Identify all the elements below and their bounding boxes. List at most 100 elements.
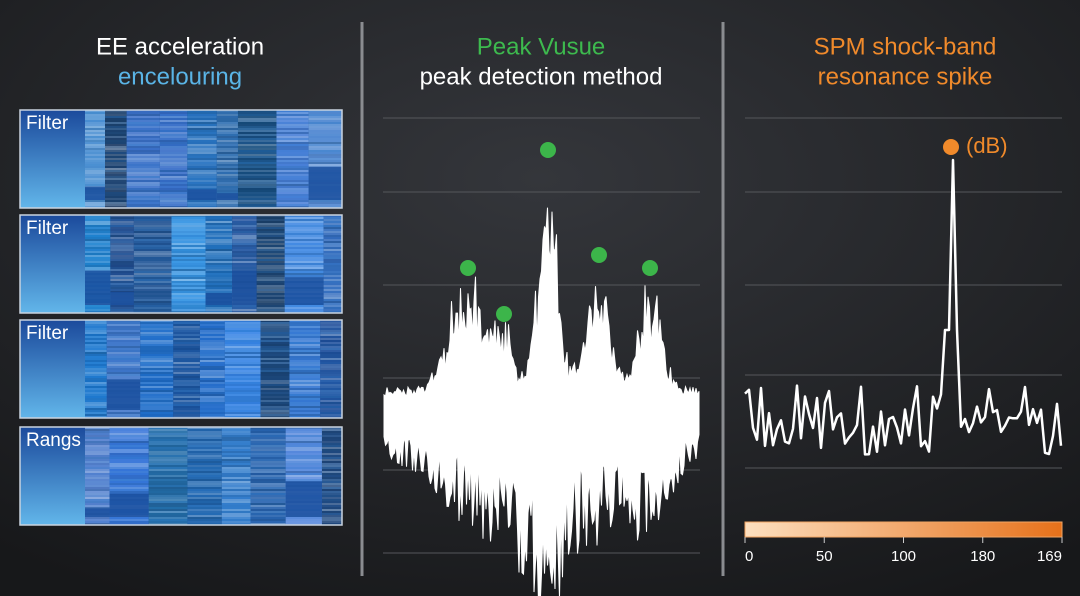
spectrogram-noise (106, 372, 141, 374)
spectrogram-noise (148, 513, 188, 515)
spectrogram-noise (320, 408, 342, 410)
spectrogram-noise (320, 368, 342, 370)
spectrogram-noise (256, 293, 285, 295)
spectrogram-noise (320, 378, 342, 380)
spectrogram-noise (173, 358, 200, 360)
spectrogram-noise (323, 251, 342, 253)
spectrogram-noise (260, 344, 290, 346)
spectrogram-noise (140, 386, 174, 388)
spectrogram-noise (289, 330, 321, 332)
spectrogram-noise (110, 307, 134, 309)
spectrogram-noise (289, 408, 321, 410)
spectrogram-noise (148, 515, 188, 517)
spectrogram-noise (237, 190, 277, 192)
spectrogram-noise (110, 241, 134, 243)
spectrogram-noise (85, 309, 111, 311)
spectrogram-noise (105, 196, 127, 198)
spectrogram-noise (250, 517, 286, 519)
spectrogram-noise (85, 142, 106, 144)
spectrogram-noise (110, 239, 134, 241)
spectrogram-noise (85, 251, 111, 253)
spectrogram-noise (284, 221, 324, 223)
spectrogram-noise (308, 156, 342, 158)
spectrogram-noise (85, 400, 107, 402)
spectrogram-noise (187, 471, 222, 473)
spectrogram-noise (250, 459, 286, 461)
spectrogram-noise (140, 358, 174, 360)
spectrogram-noise (284, 245, 324, 247)
spectrogram-noise (85, 433, 110, 435)
spectrogram-noise (106, 412, 141, 414)
spectrogram-noise (224, 404, 261, 406)
spectrogram-noise (85, 445, 110, 447)
spectrogram-noise (199, 354, 225, 356)
spectrogram-noise (148, 483, 188, 485)
spectrogram-noise (221, 491, 251, 493)
spectrogram-noise (232, 311, 257, 313)
spectrogram-noise (85, 243, 111, 245)
spectrogram-noise (289, 402, 321, 404)
spectrogram-noise (224, 378, 261, 380)
spectrogram-noise (285, 427, 322, 429)
spectrogram-noise (171, 215, 206, 217)
spectrogram-noise (289, 374, 321, 376)
spectrogram-noise (126, 118, 160, 120)
spectrogram-noise (320, 360, 342, 362)
spectrogram-noise (323, 277, 342, 279)
spectrogram-noise (148, 427, 188, 429)
spectrogram-noise (133, 293, 172, 295)
spectrogram-noise (224, 352, 261, 354)
spectrogram-noise (289, 370, 321, 372)
spectrogram-noise (140, 398, 174, 400)
spectrogram-noise (260, 394, 290, 396)
spectrogram-noise (289, 382, 321, 384)
spectrogram-noise (224, 416, 261, 418)
spectrogram-noise (260, 412, 290, 414)
spectrogram-noise (250, 479, 286, 481)
spectrogram-noise (133, 215, 172, 217)
spectrogram-noise (85, 305, 111, 307)
spectrogram-noise (140, 320, 174, 322)
spectrogram-noise (256, 249, 285, 251)
spectrogram-noise (85, 269, 111, 271)
spectrogram-noise (173, 366, 200, 368)
spectrogram-block (308, 166, 342, 200)
spectrogram-noise (250, 523, 286, 525)
spectrogram-noise (216, 134, 238, 136)
spectrogram-noise (260, 324, 290, 326)
spectrogram-band (85, 110, 106, 208)
spectrogram-noise (148, 495, 188, 497)
spectrogram-noise (260, 390, 290, 392)
spectrogram-noise (260, 326, 290, 328)
spectrogram-noise (237, 146, 277, 148)
spectrogram-noise (289, 344, 321, 346)
spectrogram-noise (320, 386, 342, 388)
spectrogram-noise (284, 253, 324, 255)
spectrogram-noise (205, 283, 233, 285)
spectrogram-noise (126, 136, 160, 138)
spectrogram-noise (216, 186, 238, 188)
spectrogram-noise (187, 487, 222, 489)
spectrogram-noise (85, 396, 107, 398)
spectrogram-noise (216, 116, 238, 118)
spectrogram-noise (276, 132, 309, 134)
spectrogram-noise (224, 366, 261, 368)
spectrogram-noise (106, 416, 141, 418)
spectrogram-noise (187, 447, 222, 449)
spectrogram-noise (320, 332, 342, 334)
panel-title: Peak Vusue (477, 33, 606, 60)
spectrogram-noise (224, 400, 261, 402)
spectrogram-noise (260, 376, 290, 378)
spectrogram-noise (323, 307, 342, 309)
spectrogram-noise (159, 156, 188, 158)
spectrogram-noise (110, 229, 134, 231)
spectrogram-noise (276, 166, 309, 168)
spectrogram-noise (199, 394, 225, 396)
spectrogram-noise (133, 235, 172, 237)
spectrogram-noise (85, 465, 110, 467)
spectrogram-noise (224, 376, 261, 378)
spectrogram-noise (199, 362, 225, 364)
spectrogram-noise (140, 372, 174, 374)
spectrogram-noise (308, 148, 342, 150)
spectrogram-noise (109, 469, 149, 471)
